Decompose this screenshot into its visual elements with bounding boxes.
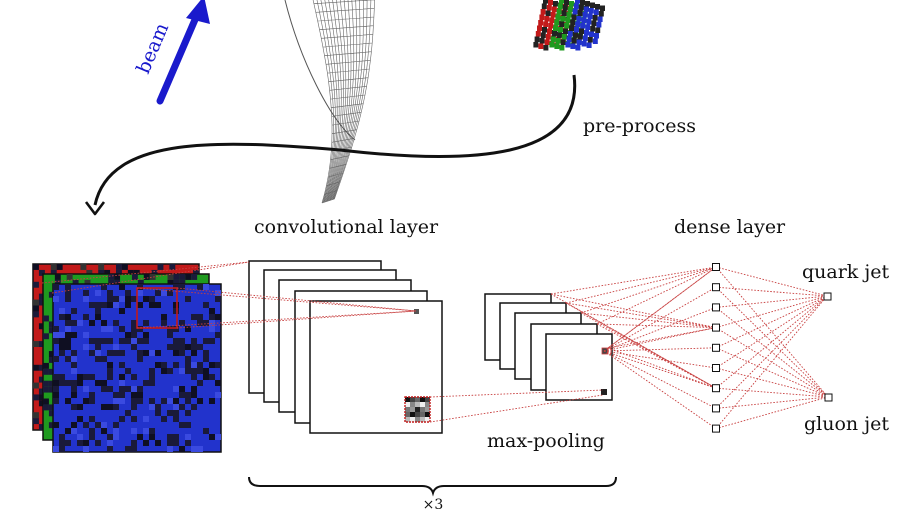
dense-node: [712, 364, 720, 372]
dense-node: [712, 404, 720, 413]
pool-patch-bottom: [601, 389, 607, 395]
dense-node: [712, 263, 720, 271]
pool-feature-maps: [484, 293, 613, 401]
dense-layer-label: dense layer: [674, 216, 786, 238]
beam-label: beam: [132, 20, 173, 77]
output-node-quark: [823, 292, 832, 301]
dense-node: [712, 424, 720, 433]
dense-node: [712, 323, 720, 332]
conv-output-pixel: [414, 309, 419, 314]
beam-arrow: [156, 0, 210, 105]
conv-layer-label: convolutional layer: [254, 216, 439, 238]
max-pooling-label: max-pooling: [487, 430, 605, 452]
jet-image-stack-top: [533, 0, 605, 51]
dense-node: [712, 343, 720, 352]
repeat-brace: [248, 476, 617, 497]
preprocess-label: pre-process: [583, 115, 696, 137]
quark-jet-label: quark jet: [802, 261, 889, 283]
conv-feature-maps: [248, 260, 443, 434]
conv-filter-patch: [404, 396, 431, 423]
dense-node: [712, 303, 720, 312]
detector-mesh: [284, 0, 375, 204]
dense-layer-nodes: [712, 263, 720, 433]
connections: [41, 261, 829, 430]
dense-node: [712, 283, 720, 292]
repeat-label: ×3: [423, 497, 444, 513]
output-node-gluon: [824, 393, 833, 402]
gluon-jet-label: gluon jet: [804, 413, 889, 435]
preprocess-arrow: [84, 74, 577, 216]
input-image-stack: [32, 263, 222, 453]
dense-node: [712, 384, 720, 393]
